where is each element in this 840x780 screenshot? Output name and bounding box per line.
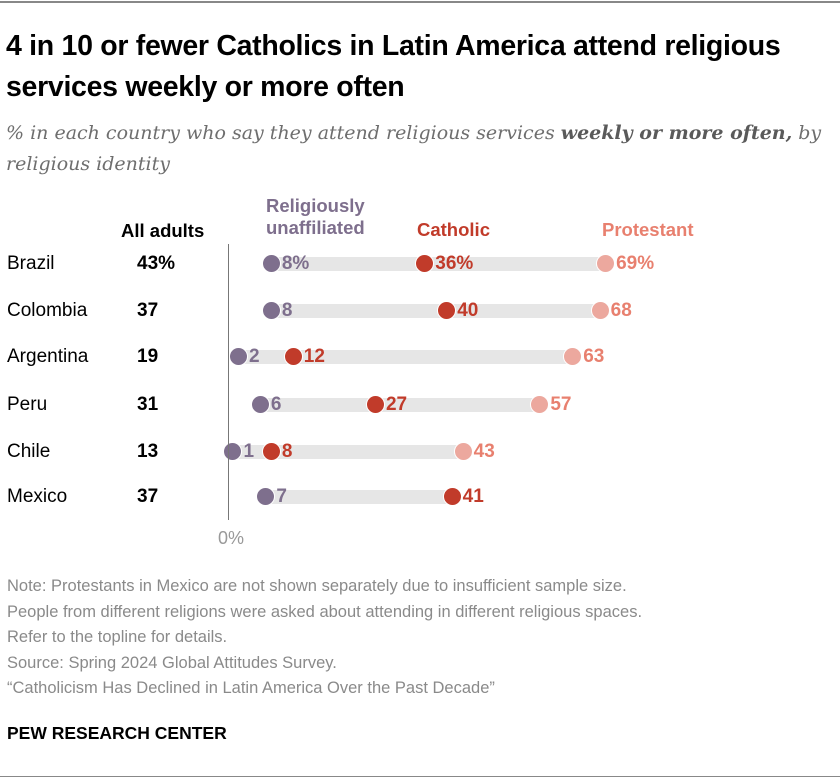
subtitle-text-end: by religious identity: [6, 122, 822, 175]
country-label: Chile: [7, 441, 51, 462]
value-label-unaffiliated: 6: [270, 394, 282, 415]
zero-axis-line: [228, 244, 229, 520]
subtitle-emphasis: weekly or more often,: [560, 122, 793, 144]
country-label: Colombia: [7, 300, 88, 321]
dot-catholic: [415, 254, 435, 273]
country-label: Peru: [7, 394, 48, 415]
value-label-unaffiliated: 2: [248, 346, 260, 367]
dot-catholic: [365, 395, 385, 414]
value-label-protestant: 68: [610, 300, 632, 321]
value-label-catholic: 8: [281, 441, 293, 462]
dot-protestant: [530, 395, 550, 414]
note-line: Refer to the topline for details.: [7, 628, 228, 646]
range-bar: [271, 304, 601, 318]
value-label-unaffiliated: 8: [281, 300, 293, 321]
dot-unaffiliated: [250, 395, 270, 414]
dot-protestant: [590, 301, 610, 320]
legend-catholic: Catholic: [417, 219, 490, 240]
value-label-catholic: 40: [457, 300, 479, 321]
dot-unaffiliated: [228, 347, 248, 366]
note-line: People from different religions were ask…: [7, 602, 643, 621]
all-adults-value: 37: [137, 300, 159, 321]
dot-unaffiliated: [261, 301, 281, 320]
country-label: Argentina: [7, 346, 89, 367]
legend-protestant: Protestant: [602, 219, 694, 240]
range-bar: [260, 398, 541, 412]
legend-unaffiliated-line1: Religiously: [266, 195, 365, 216]
value-label-unaffiliated: 1: [243, 441, 255, 462]
brand-logo-text: PEW RESEARCH CENTER: [7, 723, 227, 743]
note-line: Note: Protestants in Mexico are not show…: [7, 577, 627, 595]
dot-unaffiliated: [261, 254, 281, 273]
report-title-line: “Catholicism Has Declined in Latin Ameri…: [7, 679, 495, 697]
top-rule: [0, 1, 840, 3]
all-adults-value: 43%: [137, 253, 176, 274]
chart-title: 4 in 10 or fewer Catholics in Latin Amer…: [6, 30, 781, 103]
legend-unaffiliated: Religiously unaffiliated: [266, 195, 365, 239]
range-bar: [238, 350, 574, 364]
chart-subtitle: % in each country who say they attend re…: [6, 118, 836, 180]
all-adults-value: 19: [137, 346, 159, 367]
all-adults-header: All adults: [121, 220, 205, 241]
value-label-protestant: 63: [583, 346, 605, 367]
bottom-rule: [0, 776, 840, 777]
value-label-catholic: 36%: [435, 253, 474, 274]
value-label-catholic: 12: [303, 346, 325, 367]
all-adults-value: 37: [137, 486, 159, 507]
source-line: Source: Spring 2024 Global Attitudes Sur…: [7, 653, 337, 672]
value-label-unaffiliated: 7: [276, 486, 287, 507]
dot-catholic: [437, 301, 457, 320]
country-label: Brazil: [7, 253, 55, 274]
range-bar: [266, 490, 453, 504]
subtitle-text: % in each country who say they attend re…: [6, 122, 561, 144]
dot-catholic: [283, 347, 303, 366]
dot-protestant: [563, 347, 583, 366]
country-label: Mexico: [7, 486, 68, 507]
dot-protestant: [453, 442, 473, 461]
value-label-protestant: 69%: [616, 253, 655, 274]
legend-unaffiliated-line2: unaffiliated: [266, 217, 365, 238]
value-label-unaffiliated: 8%: [281, 253, 310, 274]
range-bar: [271, 257, 607, 271]
value-label-protestant: 57: [550, 394, 572, 415]
x-tick-label-0: 0%: [218, 528, 245, 548]
dot-catholic: [442, 487, 462, 506]
dot-catholic: [261, 442, 281, 461]
notes: Note: Protestants in Mexico are not show…: [7, 574, 642, 702]
all-adults-value: 31: [137, 394, 159, 415]
dot-unaffiliated: [256, 487, 276, 506]
value-label-catholic: 41: [462, 486, 484, 507]
all-adults-value: 13: [137, 441, 159, 462]
value-label-catholic: 27: [385, 394, 408, 415]
value-label-protestant: 43: [473, 441, 495, 462]
dot-protestant: [596, 254, 616, 273]
range-bar: [233, 445, 464, 459]
